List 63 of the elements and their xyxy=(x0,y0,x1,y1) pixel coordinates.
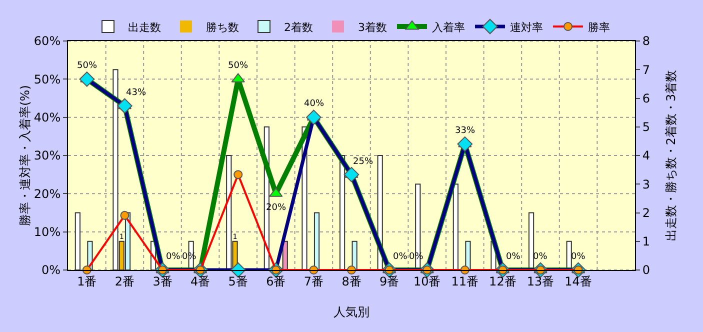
x-tick-label: 4番 xyxy=(190,274,210,288)
bar xyxy=(314,212,320,270)
legend-label: 入着率 xyxy=(432,20,465,34)
x-tick-label: 9番 xyxy=(379,274,400,288)
legend-label: 連対率 xyxy=(510,20,543,34)
bar xyxy=(465,240,471,270)
data-label: 0% xyxy=(393,252,408,262)
y-tick-label: 60% xyxy=(34,34,61,48)
y-tick-label: 0% xyxy=(42,263,61,278)
y2-axis-title: 出走数・勝ち数・2着数・3着数 xyxy=(664,70,678,242)
y2-tick-label: 0 xyxy=(642,263,650,278)
data-label: 33% xyxy=(455,126,476,136)
data-label: 0% xyxy=(506,252,521,262)
legend-label: 出走数 xyxy=(128,20,161,34)
bar xyxy=(74,212,80,270)
x-tick-label: 6番 xyxy=(266,274,286,288)
data-label: 50% xyxy=(77,61,98,71)
y2-tick-label: 6 xyxy=(642,91,650,106)
bar xyxy=(339,155,346,270)
x-tick-label: 8番 xyxy=(342,274,362,288)
data-label: 25% xyxy=(353,157,374,167)
y2-tick-label: 8 xyxy=(642,34,650,48)
y2-tick-label: 5 xyxy=(642,120,650,134)
x-tick-label: 10番 xyxy=(413,274,441,288)
bar xyxy=(452,184,458,270)
point xyxy=(344,166,360,182)
legend-label: 勝率 xyxy=(588,20,610,34)
data-label: 50% xyxy=(228,61,248,71)
x-tick-label: 7番 xyxy=(304,274,324,288)
y-tick-label: 10% xyxy=(34,225,61,240)
data-label: 0% xyxy=(166,252,181,262)
data-label: 43% xyxy=(126,88,146,98)
y-axis-title: 勝率・連対率・入着率(%) xyxy=(18,85,32,226)
x-tick-label: 12番 xyxy=(489,274,516,288)
point xyxy=(120,210,130,220)
x-tick-label: 3番 xyxy=(152,274,172,288)
x-tick-label: 1番 xyxy=(77,274,97,288)
y2-tick-label: 4 xyxy=(642,148,650,163)
y2-tick-label: 3 xyxy=(642,177,650,192)
x-tick-label: 2番 xyxy=(114,274,135,288)
data-label: 40% xyxy=(304,99,324,109)
point xyxy=(79,72,95,87)
y2-tick-label: 2 xyxy=(642,206,650,220)
y-tick-label: 20% xyxy=(34,186,61,201)
data-label: 1 xyxy=(119,232,124,242)
y-tick-label: 30% xyxy=(34,148,61,163)
x-tick-label: 11番 xyxy=(451,274,479,288)
x-axis-title: 人気別 xyxy=(334,305,370,319)
point xyxy=(117,98,132,114)
legend-label: 2着数 xyxy=(284,20,313,34)
x-tick-label: 5番 xyxy=(228,274,248,288)
y2-tick-label: 1 xyxy=(642,234,650,249)
legend-label: 勝ち数 xyxy=(206,20,239,34)
y-tick-label: 40% xyxy=(34,110,61,125)
data-label: 1 xyxy=(232,232,238,242)
x-tick-label: 13番 xyxy=(526,274,554,288)
point xyxy=(234,170,243,180)
point xyxy=(306,110,322,125)
x-tick-label: 14番 xyxy=(564,274,592,288)
y-tick-label: 50% xyxy=(34,72,61,86)
y2-tick-label: 7 xyxy=(642,62,650,77)
point xyxy=(457,136,473,152)
legend-label: 3着数 xyxy=(358,20,387,34)
